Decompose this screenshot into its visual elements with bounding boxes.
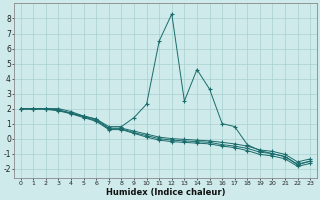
X-axis label: Humidex (Indice chaleur): Humidex (Indice chaleur) <box>106 188 225 197</box>
